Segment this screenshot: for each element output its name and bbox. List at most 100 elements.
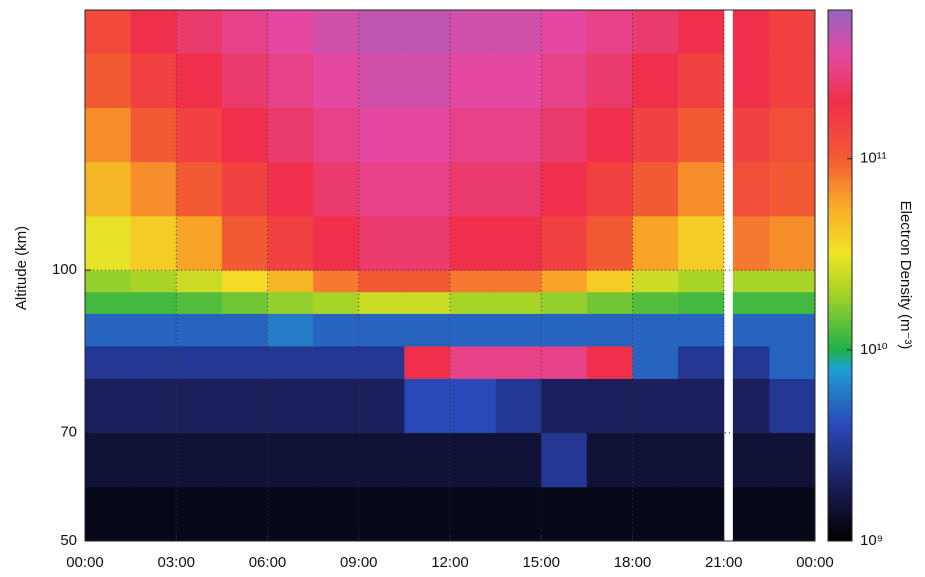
heatmap-cell bbox=[678, 378, 725, 434]
heatmap-cell bbox=[267, 270, 314, 293]
heatmap-cell bbox=[404, 313, 451, 347]
heatmap-cell bbox=[358, 345, 405, 379]
heatmap-cell bbox=[267, 345, 314, 379]
heatmap-cell bbox=[404, 53, 451, 109]
heatmap-cell bbox=[358, 215, 405, 271]
heatmap-cell bbox=[358, 53, 405, 109]
heatmap-cell bbox=[732, 10, 770, 54]
heatmap-cell bbox=[404, 432, 451, 488]
heatmap-cell bbox=[732, 270, 770, 293]
heatmap-cell bbox=[678, 345, 725, 379]
heatmap-cell bbox=[732, 313, 770, 347]
heatmap-cell bbox=[221, 215, 268, 271]
heatmap-cell bbox=[85, 215, 132, 271]
heatmap-cell bbox=[130, 378, 177, 434]
heatmap-cell bbox=[541, 161, 588, 217]
heatmap-cell bbox=[769, 270, 816, 293]
heatmap-cell bbox=[358, 161, 405, 217]
heatmap-cell bbox=[450, 215, 497, 271]
heatmap-cell bbox=[541, 270, 588, 293]
colorbar-tick-label: 10¹⁰ bbox=[860, 341, 888, 358]
heatmap-cell bbox=[85, 10, 132, 54]
heatmap-cell bbox=[404, 107, 451, 163]
heatmap-cell bbox=[267, 107, 314, 163]
heatmap-cell bbox=[130, 107, 177, 163]
heatmap-cell bbox=[769, 107, 816, 163]
x-tick-label: 00:00 bbox=[796, 554, 834, 571]
x-tick-label: 06:00 bbox=[249, 554, 287, 571]
heatmap-cell bbox=[495, 270, 542, 293]
heatmap-cell bbox=[632, 161, 679, 217]
heatmap-cell bbox=[732, 432, 770, 488]
heatmap-cell bbox=[450, 345, 497, 379]
heatmap-cell bbox=[732, 345, 770, 379]
heatmap-cell bbox=[267, 432, 314, 488]
heatmap-cell bbox=[267, 10, 314, 54]
heatmap-cell bbox=[495, 10, 542, 54]
heatmap-cell bbox=[404, 291, 451, 314]
heatmap-cell bbox=[267, 313, 314, 347]
heatmap-cell bbox=[313, 432, 360, 488]
heatmap-cell bbox=[130, 345, 177, 379]
y-tick-label: 100 bbox=[52, 261, 77, 278]
x-tick-label: 00:00 bbox=[66, 554, 104, 571]
heatmap-cell bbox=[541, 291, 588, 314]
heatmap-cell bbox=[769, 53, 816, 109]
heatmap-cell bbox=[632, 313, 679, 347]
heatmap-cell bbox=[85, 161, 132, 217]
heatmap-cell bbox=[632, 10, 679, 54]
heatmap-cell bbox=[176, 345, 223, 379]
heatmap-cell bbox=[85, 378, 132, 434]
heatmap-cell bbox=[541, 53, 588, 109]
heatmap-cell bbox=[176, 432, 223, 488]
heatmap-cell bbox=[732, 107, 770, 163]
heatmap-cell bbox=[176, 486, 223, 542]
heatmap-cell bbox=[85, 345, 132, 379]
heatmap-cell bbox=[130, 53, 177, 109]
heatmap-cell bbox=[313, 313, 360, 347]
overlay: 00:00 03:00 06:00 09:00 12:00 15:00 18:00 21:00… bbox=[52, 9, 834, 571]
colorbar bbox=[827, 9, 853, 542]
heatmap-cell bbox=[85, 313, 132, 347]
heatmap-cell bbox=[541, 10, 588, 54]
heatmap-cell bbox=[85, 53, 132, 109]
heatmap-cell bbox=[632, 107, 679, 163]
heatmap-cell bbox=[495, 107, 542, 163]
heatmap-cell bbox=[313, 215, 360, 271]
heatmap-cell bbox=[313, 53, 360, 109]
heatmap-cell bbox=[632, 291, 679, 314]
heatmap-cell bbox=[85, 432, 132, 488]
heatmap-cell bbox=[541, 107, 588, 163]
colorbar-label: Electron Density (m⁻³) bbox=[897, 201, 914, 350]
heatmap-cell bbox=[267, 486, 314, 542]
heatmap-cell bbox=[678, 53, 725, 109]
heatmap-cell bbox=[769, 486, 816, 542]
heatmap-cell bbox=[221, 313, 268, 347]
heatmap-cell bbox=[404, 345, 451, 379]
heatmap-cell bbox=[404, 378, 451, 434]
heatmap-cell bbox=[769, 313, 816, 347]
heatmap-cell bbox=[769, 432, 816, 488]
heatmap-cell bbox=[358, 270, 405, 293]
heatmap-cell bbox=[267, 215, 314, 271]
heatmap-cell bbox=[404, 215, 451, 271]
heatmap-cell bbox=[495, 291, 542, 314]
heatmap-cell bbox=[586, 53, 633, 109]
heatmap-cell bbox=[541, 432, 588, 488]
heatmap-cell bbox=[495, 161, 542, 217]
heatmap-cell bbox=[586, 291, 633, 314]
heatmap-cell bbox=[769, 215, 816, 271]
heatmap-cell bbox=[313, 291, 360, 314]
x-tick-label: 03:00 bbox=[157, 554, 195, 571]
heatmap-cell bbox=[450, 486, 497, 542]
heatmap-cell bbox=[541, 378, 588, 434]
x-tick-label: 15:00 bbox=[522, 554, 560, 571]
heatmap-cell bbox=[495, 486, 542, 542]
heatmap-cell bbox=[450, 107, 497, 163]
heatmap-cell bbox=[85, 270, 132, 293]
heatmap-cell bbox=[769, 345, 816, 379]
y-tick-label: 70 bbox=[60, 424, 77, 441]
heatmap-cell bbox=[586, 270, 633, 293]
heatmap-cell bbox=[732, 378, 770, 434]
heatmap-cell bbox=[632, 378, 679, 434]
